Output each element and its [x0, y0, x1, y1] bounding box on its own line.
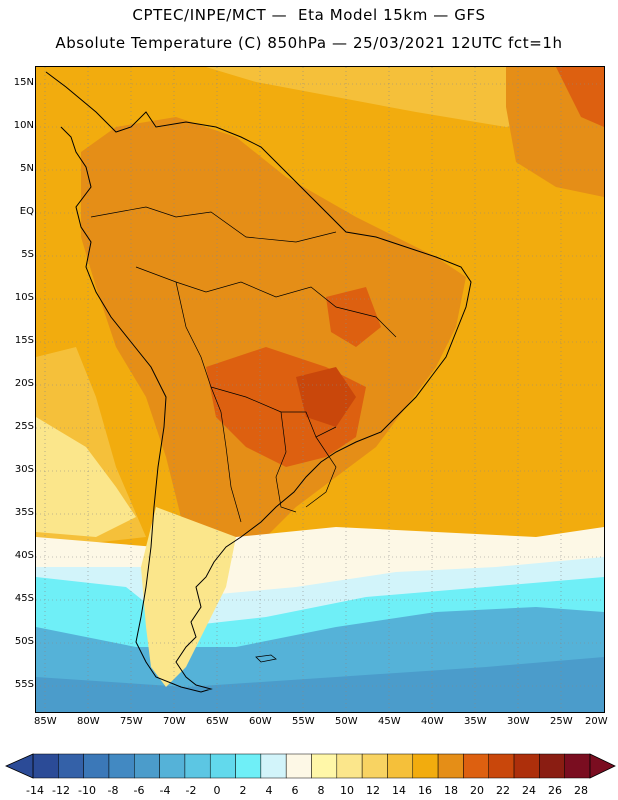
lat-label: 10S	[14, 292, 34, 303]
lon-label: 35W	[464, 716, 487, 727]
colorbar	[5, 753, 616, 779]
colorbar-tick-label: 16	[418, 784, 432, 797]
colorbar-cell	[260, 753, 287, 779]
colorbar-cells	[32, 753, 591, 779]
hot-field-east	[326, 287, 381, 347]
colorbar-cell	[32, 753, 59, 779]
colorbar-tick-label: -12	[52, 784, 70, 797]
pacific-mild-field	[36, 417, 136, 537]
colorbar-tick-label: -10	[78, 784, 96, 797]
hotter-field-northeast	[556, 67, 604, 127]
colorbar-cell	[108, 753, 135, 779]
lon-label: 60W	[249, 716, 272, 727]
lat-label: 25S	[14, 421, 34, 432]
lon-label: 45W	[378, 716, 401, 727]
coastline	[45, 71, 472, 693]
colorbar-cell	[564, 753, 591, 779]
colorbar-tick-label: 8	[317, 784, 325, 797]
colorbar-tick-label: 18	[444, 784, 458, 797]
colorbar-cell	[311, 753, 338, 779]
colorbar-cell	[361, 753, 388, 779]
lon-label: 75W	[120, 716, 143, 727]
lon-label: 80W	[77, 716, 100, 727]
lon-label: 65W	[206, 716, 229, 727]
colorbar-min-arrow	[5, 753, 34, 779]
hottest-interior-field	[296, 367, 356, 427]
colorbar-cell	[134, 753, 160, 779]
coldest-field-south	[36, 657, 604, 712]
colorbar-tick-label: 4	[265, 784, 273, 797]
colorbar-tick-label: 14	[392, 784, 406, 797]
lon-label: 40W	[421, 716, 444, 727]
colorbar-tick-label: -4	[159, 784, 171, 797]
colorbar-tick-label: 22	[496, 784, 510, 797]
lon-label: 30W	[507, 716, 530, 727]
temperature-map	[35, 66, 605, 713]
colorbar-cell	[488, 753, 515, 779]
colorbar-cell	[463, 753, 489, 779]
patagonia-field	[141, 507, 236, 687]
colorbar-tick-label: 10	[340, 784, 354, 797]
colorbar-cell	[437, 753, 464, 779]
colorbar-tick-label: 6	[291, 784, 299, 797]
colorbar-tick-label: -8	[107, 784, 119, 797]
lat-label: 45S	[14, 593, 34, 604]
lat-label: 55S	[14, 679, 34, 690]
lon-label: 50W	[335, 716, 358, 727]
lat-label: 10N	[13, 120, 34, 131]
colorbar-tick-label: 0	[213, 784, 221, 797]
colorbar-tick-label: -14	[26, 784, 44, 797]
continental-warm-field	[81, 117, 466, 557]
lat-label: 5N	[20, 163, 34, 174]
lat-label: 5S	[21, 249, 34, 260]
grid-lines	[36, 67, 604, 712]
lat-label: 15S	[14, 335, 34, 346]
lat-label: 50S	[14, 636, 34, 647]
lon-label: 85W	[34, 716, 57, 727]
colorbar-tick-label: 24	[522, 784, 536, 797]
colorbar-tick-label: -6	[133, 784, 145, 797]
map-title-line-2: Absolute Temperature (C) 850hPa — 25/03/…	[55, 34, 563, 52]
lon-label: 70W	[163, 716, 186, 727]
falkland-islands	[255, 654, 277, 663]
colorbar-cell	[285, 753, 312, 779]
lon-label: 55W	[292, 716, 315, 727]
lon-label: 20W	[585, 716, 608, 727]
lat-label: 15N	[13, 77, 34, 88]
colorbar-cell	[58, 753, 84, 779]
colorbar-tick-label: 2	[239, 784, 247, 797]
colorbar-tick-label: 12	[366, 784, 380, 797]
colorbar-cell	[336, 753, 363, 779]
colorbar-cell	[209, 753, 236, 779]
lat-label: EQ	[19, 206, 34, 217]
colorbar-tick-label: 26	[548, 784, 562, 797]
warm-field-north	[206, 67, 604, 127]
lat-label: 40S	[14, 550, 34, 561]
colorbar-cell	[513, 753, 540, 779]
colorbar-tick-label: -2	[185, 784, 197, 797]
country-borders	[90, 206, 397, 523]
colorbar-tick-label: 28	[574, 784, 588, 797]
colorbar-cell	[412, 753, 439, 779]
lat-label: 35S	[14, 507, 34, 518]
colorbar-cell	[184, 753, 211, 779]
colorbar-cell	[235, 753, 262, 779]
colorbar-cell	[539, 753, 565, 779]
colorbar-tick-label: 20	[470, 784, 484, 797]
lon-label: 25W	[550, 716, 573, 727]
map-canvas	[36, 67, 604, 712]
colorbar-max-arrow	[589, 753, 616, 779]
colorbar-cell	[83, 753, 110, 779]
map-title-line-1: CPTEC/INPE/MCT — Eta Model 15km — GFS	[132, 6, 486, 24]
lat-label: 20S	[14, 378, 34, 389]
colorbar-cell	[387, 753, 414, 779]
lat-label: 30S	[14, 464, 34, 475]
colorbar-cell	[159, 753, 186, 779]
